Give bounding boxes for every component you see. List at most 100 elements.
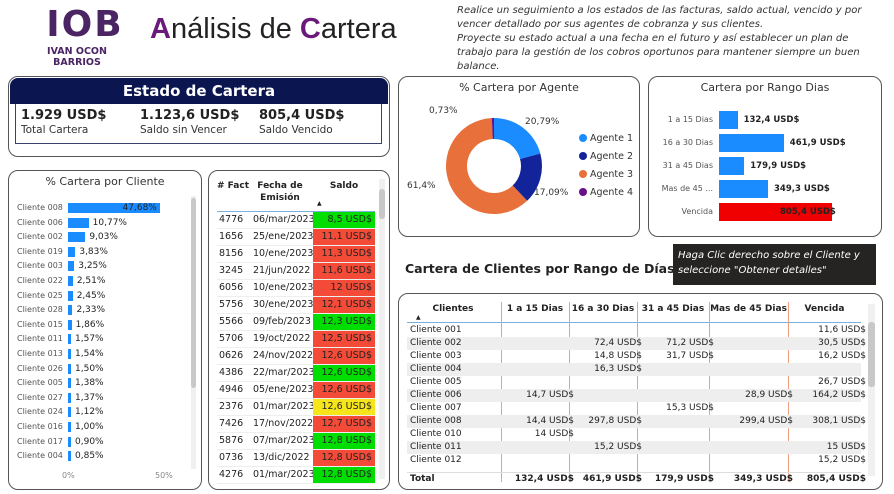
table-row[interactable]: 4946 05/ene/2023 12,6 USD$ [217, 382, 375, 399]
table-row[interactable]: Cliente 006 14,7 USD$ 28,9 USD$ 164,2 USD$ [407, 389, 866, 402]
table-row[interactable]: 0736 13/dic/2022 12,8 USD$ [217, 450, 375, 467]
table-row[interactable]: 1656 25/ene/2023 11,1 USD$ [217, 229, 375, 246]
bar[interactable] [68, 261, 75, 272]
client-name[interactable]: Cliente 008 [410, 416, 462, 426]
col-header[interactable]: Clientes [432, 304, 474, 314]
table-row[interactable]: Cliente 011 15,2 USD$ 15 USD$ [407, 441, 866, 454]
client-name[interactable]: Cliente 004 [410, 364, 462, 374]
table-row[interactable]: 5566 09/feb/2023 12,3 USD$ [217, 314, 375, 331]
table-row[interactable]: Cliente 002 72,4 USD$ 71,2 USD$ 30,5 USD$ [407, 337, 866, 350]
bar[interactable] [68, 392, 71, 403]
client-name[interactable]: Cliente 006 [410, 390, 462, 400]
table-row[interactable]: 0626 24/nov/2022 12,6 USD$ [217, 348, 375, 365]
table-row[interactable]: 2376 01/mar/2023 12,6 USD$ [217, 399, 375, 416]
table-row[interactable]: 4276 01/mar/2023 12,8 USD$ [217, 467, 375, 484]
fecha-emision: 22/mar/2023 [253, 367, 315, 378]
legend-label: Agente 3 [590, 169, 634, 180]
table-row[interactable]: Cliente 003 14,8 USD$ 31,7 USD$ 16,2 USD$ [407, 350, 866, 363]
table-row[interactable]: Cliente 005 26,7 USD$ [407, 376, 866, 389]
bar[interactable] [68, 422, 71, 432]
bar[interactable] [68, 363, 71, 374]
bar[interactable] [68, 378, 71, 389]
table-row[interactable]: 6056 10/ene/2023 12 USD$ [217, 280, 375, 297]
col-header-fact[interactable]: # Fact [216, 181, 249, 191]
fact-number: 5566 [219, 316, 244, 327]
data-label: 3,83% [79, 246, 108, 257]
bar[interactable] [68, 436, 71, 447]
client-name[interactable]: Cliente 002 [410, 338, 462, 348]
col-header[interactable]: Mas de 45 Dias [710, 304, 787, 314]
legend-item[interactable]: Agente 3 [579, 169, 633, 180]
client-name[interactable]: Cliente 001 [410, 325, 462, 335]
client-name[interactable]: Cliente 007 [410, 403, 462, 413]
bar[interactable] [68, 319, 72, 330]
fecha-emision: 10/ene/2023 [253, 248, 314, 259]
fact-number: 4276 [219, 469, 244, 480]
table-row[interactable]: 4386 22/mar/2023 12,6 USD$ [217, 365, 375, 382]
table-row[interactable]: 5706 19/oct/2022 12,5 USD$ [217, 331, 375, 348]
kpi-value: 1.123,6 USD$ [140, 108, 240, 123]
client-name[interactable]: Cliente 003 [410, 351, 462, 361]
bar[interactable] [719, 134, 784, 152]
scrollbar[interactable] [191, 196, 196, 469]
table-row[interactable]: Cliente 001 11,6 USD$ [407, 324, 866, 337]
kpi-value: 1.929 USD$ [21, 108, 107, 123]
bar[interactable] [68, 334, 71, 345]
table-row[interactable]: 5876 07/mar/2023 12,8 USD$ [217, 433, 375, 450]
donut-slice-4[interactable] [491, 118, 494, 140]
table-row[interactable]: 4776 06/mar/2023 8,5 USD$ [217, 212, 375, 229]
bar[interactable] [68, 232, 86, 243]
donut-slice-3[interactable] [446, 118, 528, 214]
donut-slice-2[interactable] [512, 153, 542, 201]
table-row[interactable]: 8156 10/ene/2023 11,3 USD$ [217, 246, 375, 263]
col-header[interactable]: 1 a 15 Dias [506, 304, 564, 314]
bar[interactable] [68, 276, 73, 286]
bar[interactable] [68, 305, 73, 316]
client-name[interactable]: Cliente 010 [410, 429, 462, 439]
donut-slice-1[interactable] [494, 118, 541, 159]
scrollbar[interactable] [868, 304, 875, 476]
client-name[interactable]: Total [410, 474, 435, 484]
data-label: 2,51% [76, 276, 106, 286]
table-row[interactable]: Cliente 012 15,2 USD$ [407, 454, 866, 467]
bar[interactable] [68, 407, 71, 418]
col-header[interactable]: 31 a 45 Dias [641, 304, 705, 314]
fecha-emision: 19/oct/2022 [253, 333, 311, 344]
table-row[interactable]: Cliente 010 14 USD$ [407, 428, 861, 441]
amount-cell: 16,2 USD$ [818, 351, 866, 361]
title-letter: C [299, 13, 321, 45]
bar[interactable] [68, 203, 160, 213]
table-row[interactable]: 3245 21/jun/2022 11,6 USD$ [217, 263, 375, 280]
table-row[interactable]: Cliente 007 15,3 USD$ [407, 402, 861, 415]
sort-asc-icon: ▲ [416, 314, 421, 321]
total-row: Total 132,4 USD$ 461,9 USD$ 179,9 USD$ 349,3… [407, 472, 866, 485]
col-header[interactable]: 16 a 30 Dias [571, 304, 635, 314]
bar[interactable] [719, 180, 768, 198]
legend-item[interactable]: Agente 1 [579, 133, 633, 144]
fecha-emision: 09/feb/2023 [253, 316, 311, 327]
bar[interactable] [68, 349, 71, 359]
col-header[interactable]: Vencida [804, 304, 845, 314]
bar[interactable] [68, 217, 89, 228]
bar[interactable] [68, 246, 76, 257]
table-row[interactable]: Cliente 004 16,3 USD$ [407, 363, 861, 376]
amount-cell: 299,4 USD$ [739, 416, 793, 426]
col-header-fecha[interactable]: Fecha de Emisión [257, 181, 303, 203]
fecha-emision: 30/ene/2023 [253, 299, 314, 310]
legend-item[interactable]: Agente 4 [579, 187, 633, 198]
col-header-saldo[interactable]: Saldo [329, 181, 359, 191]
bar[interactable] [719, 203, 832, 221]
legend-item[interactable]: Agente 2 [579, 151, 633, 162]
client-name[interactable]: Cliente 005 [410, 377, 462, 387]
client-name[interactable]: Cliente 011 [410, 442, 462, 452]
bar[interactable] [68, 290, 73, 301]
client-name[interactable]: Cliente 012 [410, 455, 462, 465]
table-row[interactable]: 7426 17/nov/2022 12,7 USD$ [217, 416, 375, 433]
data-label: 1,00% [75, 422, 104, 432]
table-row[interactable]: 5756 30/ene/2023 12,1 USD$ [217, 297, 375, 314]
scrollbar[interactable] [379, 179, 385, 479]
bar[interactable] [719, 157, 745, 175]
bar[interactable] [68, 451, 71, 462]
bar[interactable] [719, 111, 738, 129]
table-row[interactable]: Cliente 008 14,4 USD$ 297,8 USD$ 299,4 USD$… [407, 415, 866, 428]
